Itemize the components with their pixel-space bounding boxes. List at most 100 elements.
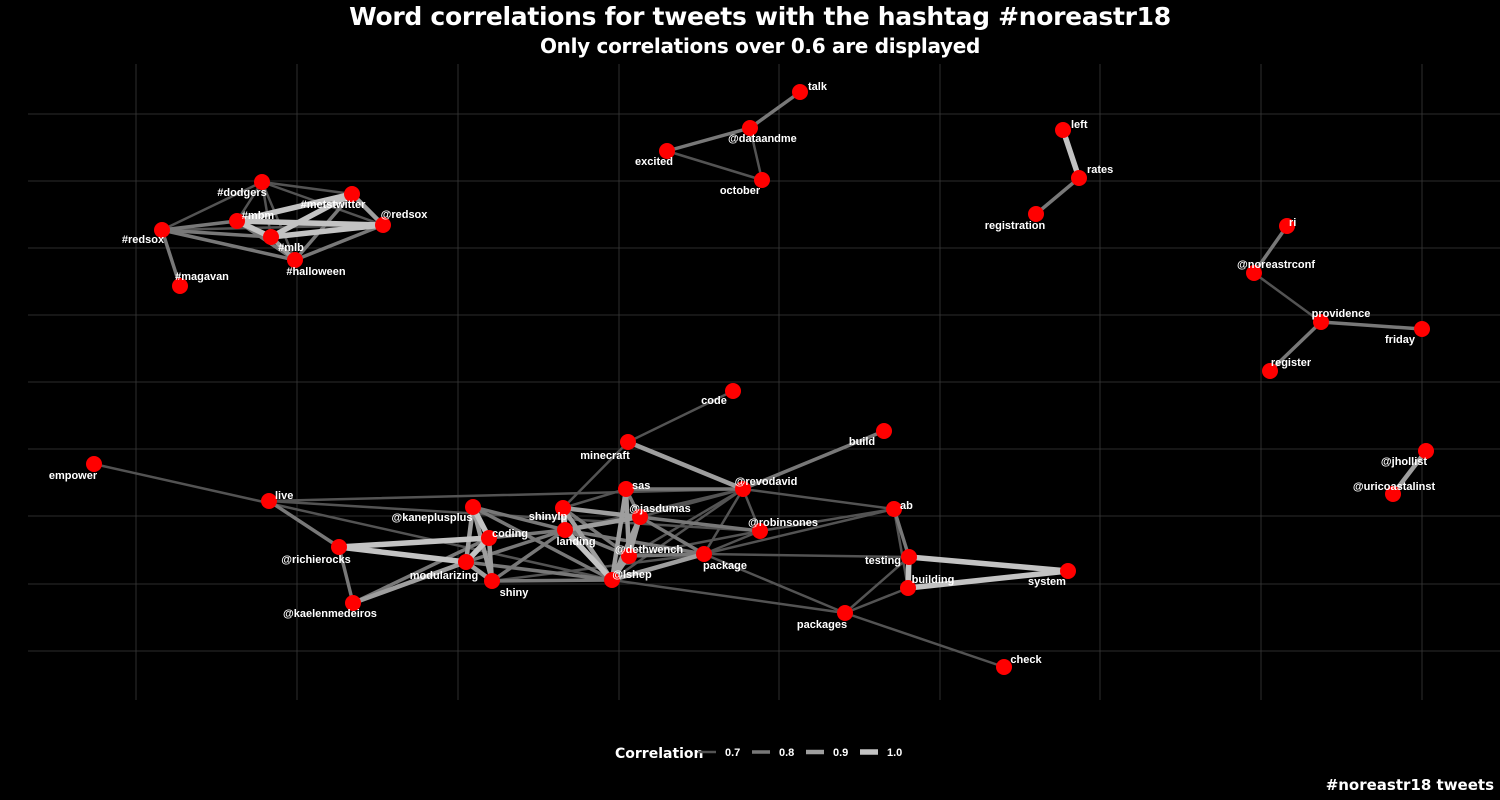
edge-mbm-redsox [160,219,239,232]
node-jasdumas [632,509,648,525]
edge-ri-noreastrconf [1252,224,1289,275]
grid-layer [28,64,1500,700]
node-label-jasdumas: @jasdumas [629,503,690,515]
edge-dodgers-metstwitter [260,180,354,196]
edge-metstwitter-mbm [234,191,355,224]
node-revodavid [735,481,751,497]
node-label-ri: ri [1289,217,1296,229]
edge-jasdumas-package [638,515,706,556]
node-label-redsox: #redsox [122,234,165,246]
node-label-testing: testing [865,555,901,567]
node-label-live: live [275,490,293,502]
node-label-noreastrconf: @noreastrconf [1237,259,1315,271]
chart-title: Word correlations for tweets with the ha… [349,2,1171,31]
edge-modularizing-landing [464,528,567,564]
edge-talk-dataandme [748,90,802,130]
node-package [696,546,712,562]
node-landing [557,522,573,538]
node-mbm [229,213,245,229]
node-building [900,580,916,596]
edge-jhollist-uricoastalinst [1390,448,1429,497]
node-minecraft [620,434,636,450]
node-friday [1414,321,1430,337]
node-dodgers [254,174,270,190]
edge-redsox-halloween [160,228,297,262]
edge-live-revodavid [267,487,745,503]
node-label-providence: providence [1312,308,1371,320]
edge-empower-lshep [92,462,614,582]
node-label-mbm: #mbm [242,210,275,222]
edge-redsox-halloween [293,223,385,262]
node-label-uricoastalinst: @uricoastalinst [1353,481,1436,493]
edge-shiny-lshep [490,578,614,583]
edge-providence-register [1268,320,1323,373]
node-label-revodavid: @revodavid [735,476,798,488]
legend-title: Correlation [615,746,704,762]
node-label-redsox: @redsox [381,209,429,221]
node-rates [1071,170,1087,186]
edge-rates-registration [1034,176,1081,216]
node-excited [659,143,675,159]
node-kaneplusplus [465,499,481,515]
edge-lshep-revodavid [610,487,745,582]
edge-testing-system [906,554,1071,574]
node-coding [481,530,497,546]
node-label-left: left [1071,119,1088,131]
node-label-build: build [849,436,875,448]
legend-key-label: 0.9 [833,747,848,759]
node-sas [618,481,634,497]
node-label-building: building [912,574,955,586]
edge-jasdumas-robinsones [638,515,762,533]
edge-ab-testing [892,507,911,559]
node-label-system: system [1028,576,1066,588]
node-shiny [484,573,500,589]
edge-mlb-redsox [268,222,386,240]
node-dethwench [621,548,637,564]
edge-kaneplusplus-landing [471,505,567,532]
edge-redsox-magavan [160,228,182,288]
edge-dodgers-redsox [160,180,264,232]
node-october [754,172,770,188]
edge-package-ab [702,507,896,556]
edge-minecraft-shinylp [561,440,630,510]
node-label-metstwitter: #metstwitter [301,199,367,211]
node-live [261,493,277,509]
legend: Correlation 0.7 0.8 0.9 1.0 [615,746,902,762]
edge-richierocks-modularizing [336,544,469,565]
node-build [876,423,892,439]
edge-building-system [905,568,1071,591]
node-system [1060,563,1076,579]
edge-packages-check [843,611,1006,669]
node-label-mlb: #mlb [278,242,304,254]
node-empower [86,456,102,472]
node-label-ab: ab [900,500,913,512]
edge-sas-lshep [609,486,629,583]
edge-kaneplusplus-modularizing [463,504,476,565]
node-testing [901,549,917,565]
node-label-rates: rates [1087,164,1113,176]
node-label-minecraft: minecraft [580,450,630,462]
edge-mbm-redsox [234,218,386,228]
edge-robinsones-ab [758,507,896,533]
node-label-dodgers: #dodgers [217,187,267,199]
edge-minecraft-revodavid [625,439,746,492]
node-label-kaneplusplus: @kaneplusplus [391,512,472,524]
node-label-shiny: shiny [500,587,530,599]
node-label-packages: packages [797,619,847,631]
node-providence [1313,314,1329,330]
node-label-jhollist: @jhollist [1381,456,1428,468]
node-shinylp [555,500,571,516]
node-label-landing: landing [556,536,595,548]
node-halloween [287,252,303,268]
node-label-dethwench: @dethwench [615,544,683,556]
node-registration [1028,206,1044,222]
edge-package-packages [702,552,847,615]
node-label-robinsones: @robinsones [748,517,818,529]
node-redsox [154,222,170,238]
node-layer [86,84,1434,675]
node-redsox [375,217,391,233]
node-label-modularizing: modularizing [410,570,478,582]
node-dataandme [742,120,758,136]
edge-metstwitter-halloween [293,192,354,262]
edge-jasdumas-revodavid [638,487,745,519]
